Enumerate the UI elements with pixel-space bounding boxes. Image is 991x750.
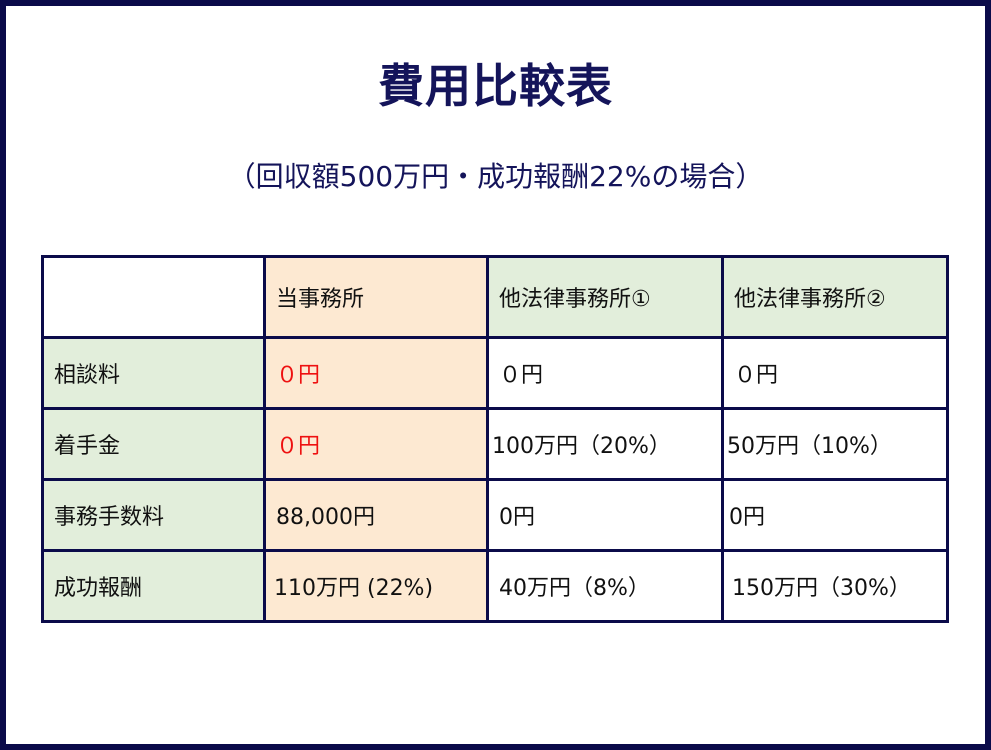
row-label: 着手金 <box>41 407 266 481</box>
table-header-row: 当事務所 他法律事務所① 他法律事務所② <box>41 255 949 339</box>
cell-firm2: 150万円（30%） <box>721 549 949 623</box>
page-title: 費用比較表 <box>378 59 613 113</box>
cell-firm1: ０円 <box>486 336 724 410</box>
cell-firm2: 50万円（10%） <box>721 407 949 481</box>
page-subtitle: （回収額500万円・成功報酬22%の場合） <box>227 160 764 193</box>
row-label: 相談料 <box>41 336 266 410</box>
table-row: 相談料 ０円 ０円 ０円 <box>41 336 949 410</box>
cell-firm2: 0円 <box>721 478 949 552</box>
cell-ours: 110万円 (22%) <box>263 549 489 623</box>
header-firm2: 他法律事務所② <box>721 255 949 339</box>
row-label: 成功報酬 <box>41 549 266 623</box>
table-row: 着手金 ０円 100万円（20%） 50万円（10%） <box>41 407 949 481</box>
table-row: 成功報酬 110万円 (22%) 40万円（8%） 150万円（30%） <box>41 549 949 623</box>
table-row: 事務手数料 88,000円 0円 0円 <box>41 478 949 552</box>
header-empty <box>41 255 266 339</box>
cell-ours: ０円 <box>263 407 489 481</box>
header-ours: 当事務所 <box>263 255 489 339</box>
cell-firm1: 0円 <box>486 478 724 552</box>
cost-comparison-table: 当事務所 他法律事務所① 他法律事務所② 相談料 ０円 ０円 ０円 着手金 ０円… <box>41 255 949 623</box>
header-firm1: 他法律事務所① <box>486 255 724 339</box>
cell-ours: 88,000円 <box>263 478 489 552</box>
cell-firm1: 100万円（20%） <box>486 407 724 481</box>
cell-ours: ０円 <box>263 336 489 410</box>
cell-firm1: 40万円（8%） <box>486 549 724 623</box>
row-label: 事務手数料 <box>41 478 266 552</box>
cell-firm2: ０円 <box>721 336 949 410</box>
